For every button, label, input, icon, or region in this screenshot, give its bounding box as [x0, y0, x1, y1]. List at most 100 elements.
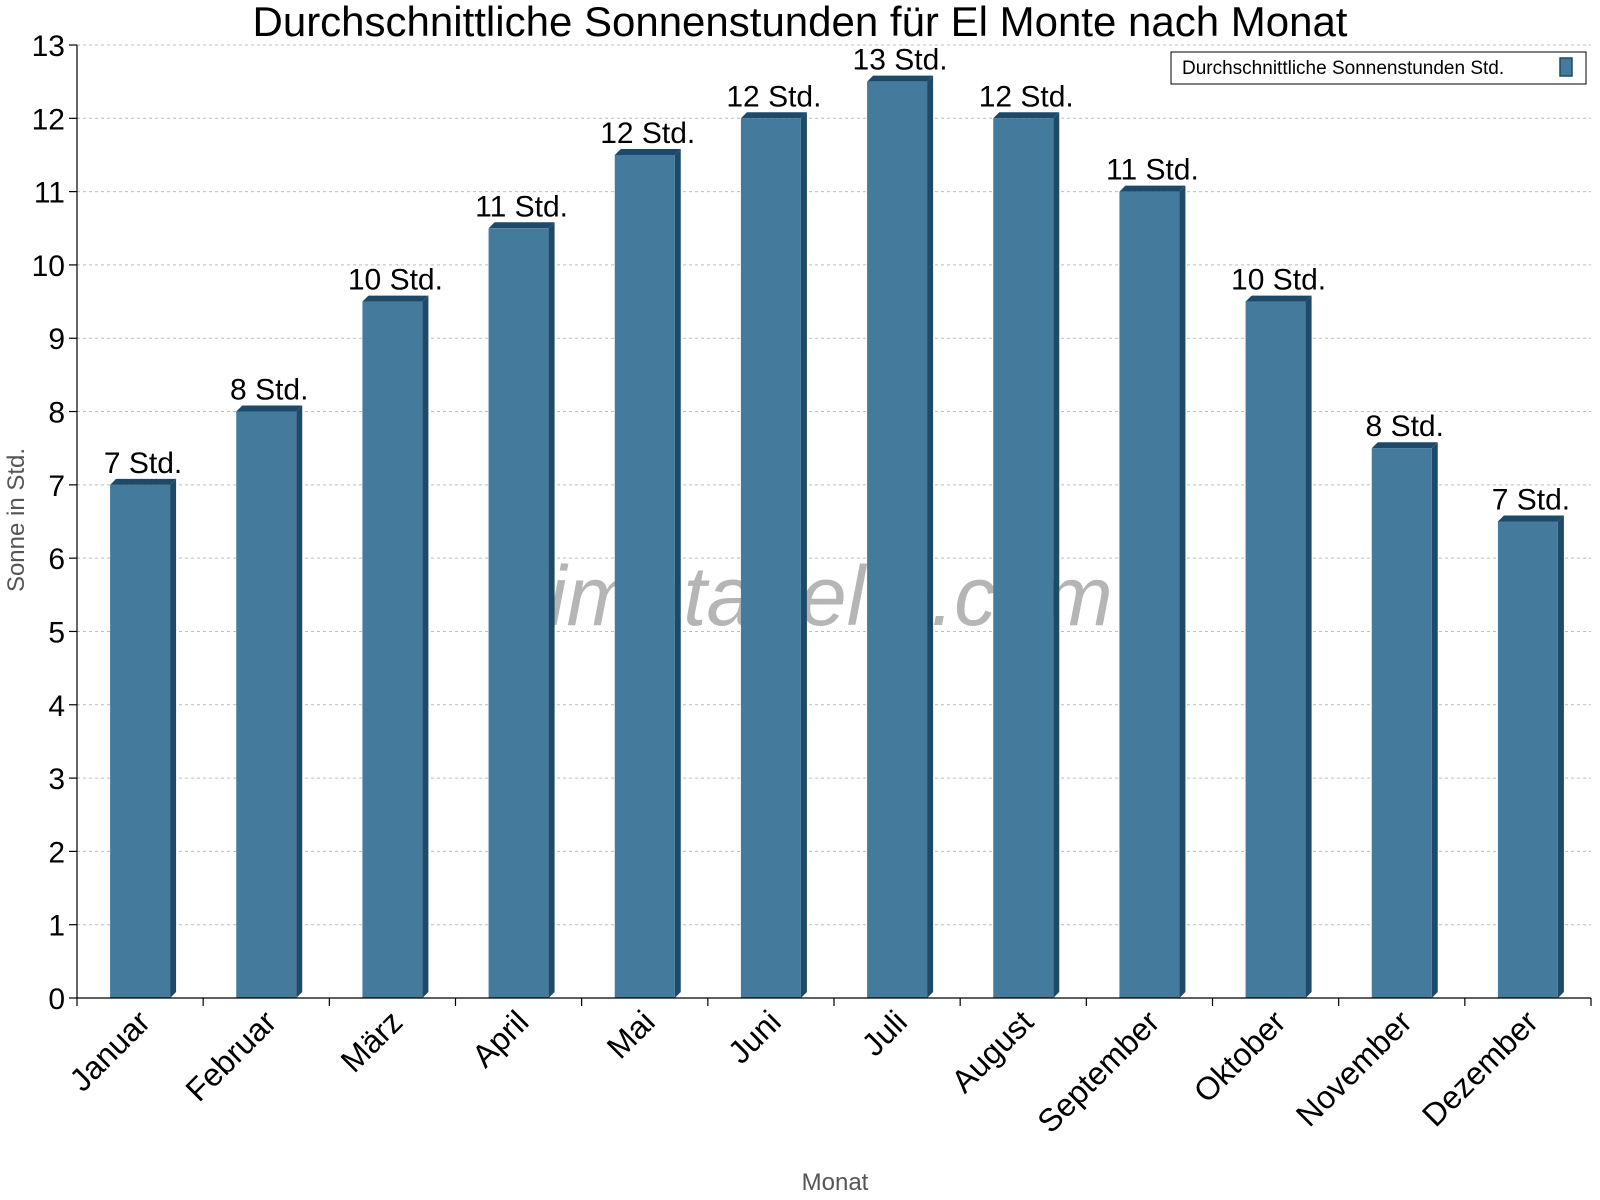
bar-5 — [614, 148, 681, 998]
bar-face — [1245, 301, 1306, 999]
data-label: 12 Std. — [726, 80, 821, 113]
bar-top — [740, 112, 807, 119]
bar-side — [1053, 112, 1060, 999]
y-tick-label: 2 — [48, 836, 65, 869]
y-tick-label: 1 — [48, 910, 65, 943]
bar-top — [993, 112, 1060, 119]
bar-2 — [236, 405, 303, 998]
bar-face — [236, 411, 297, 998]
bar-side — [800, 112, 807, 999]
data-label: 8 Std. — [1366, 410, 1444, 443]
bar-face — [1119, 191, 1180, 999]
x-category-label: Februar — [179, 1003, 284, 1108]
x-category-label: Dezember — [1415, 1003, 1545, 1133]
axes — [69, 44, 1592, 1006]
y-tick-label: 3 — [48, 763, 65, 796]
bar-face — [488, 228, 549, 998]
data-label: 7 Std. — [104, 447, 182, 480]
x-category-label: Oktober — [1187, 1003, 1293, 1109]
bar-top — [867, 75, 934, 82]
chart-title: Durchschnittliche Sonnenstunden für El M… — [253, 0, 1348, 45]
data-label: 8 Std. — [230, 374, 308, 407]
bar-9 — [1119, 185, 1186, 999]
y-tick-label: 12 — [32, 103, 65, 136]
x-category-label: August — [944, 1003, 1040, 1099]
legend-label: Durchschnittliche Sonnenstunden Std. — [1182, 58, 1504, 79]
y-tick-label: 0 — [48, 983, 65, 1016]
bar-6 — [740, 112, 807, 999]
x-category-label: Juli — [855, 1003, 914, 1062]
bar-3 — [362, 295, 429, 999]
bar-side — [548, 222, 555, 998]
bar-side — [927, 75, 934, 998]
bar-side — [674, 148, 681, 998]
bar-side — [1179, 185, 1186, 999]
bar-face — [614, 154, 675, 998]
x-axis-title: Monat — [802, 1169, 869, 1196]
bar-1 — [110, 478, 177, 998]
bar-top — [362, 295, 429, 302]
bar-face — [362, 301, 423, 999]
bar-face — [740, 118, 801, 999]
bar-side — [1557, 515, 1564, 998]
y-tick-label: 4 — [48, 690, 65, 723]
bar-top — [110, 478, 177, 485]
y-axis-title: Sonne in Std. — [3, 448, 30, 592]
bar-top — [1371, 442, 1438, 449]
bar-side — [1431, 442, 1438, 998]
y-tick-label: 5 — [48, 616, 65, 649]
y-tick-label: 11 — [34, 177, 65, 210]
bar-top — [1245, 295, 1312, 302]
bar-10 — [1245, 295, 1312, 999]
data-label: 13 Std. — [853, 44, 948, 77]
bar-face — [1371, 448, 1432, 998]
bar-top — [1497, 515, 1564, 522]
bar-side — [1305, 295, 1312, 999]
legend: Durchschnittliche Sonnenstunden Std. — [1170, 51, 1587, 85]
y-tick-label: 6 — [48, 543, 65, 576]
legend-swatch — [1559, 57, 1573, 77]
x-category-label: Januar — [62, 1003, 157, 1098]
x-category-label: März — [334, 1003, 410, 1079]
x-category-label: Mai — [600, 1003, 662, 1065]
bar-face — [1497, 521, 1558, 998]
bar-top — [488, 222, 555, 229]
x-category-labels: Januar Februar März April Mai Juni Juli AugustS… — [62, 1003, 1545, 1139]
data-label: 11 Std. — [1106, 154, 1199, 187]
y-tick-label: 8 — [48, 397, 65, 430]
y-tick-label: 9 — [48, 323, 65, 356]
legend-box — [1170, 51, 1587, 85]
bar-11 — [1371, 442, 1438, 998]
x-category-label: Juni — [721, 1003, 788, 1070]
data-labels: 7 Std. 8 Std. 10 Std. 11 Std. 12 Std. 12 Std.… — [104, 44, 1570, 517]
data-label: 10 Std. — [1231, 264, 1326, 297]
data-label: 12 Std. — [979, 80, 1074, 113]
data-label: 11 Std. — [475, 190, 568, 223]
bars — [110, 75, 1564, 999]
grid-lines — [77, 44, 1591, 926]
bar-4 — [488, 222, 555, 998]
bar-face — [993, 118, 1054, 999]
y-tick-label: 10 — [32, 250, 65, 283]
bar-top — [614, 148, 681, 155]
x-category-label: November — [1289, 1003, 1419, 1133]
bar-side — [170, 478, 177, 998]
bar-8 — [993, 112, 1060, 999]
bar-side — [422, 295, 429, 999]
bar-face — [110, 484, 171, 998]
data-label: 12 Std. — [600, 117, 695, 150]
y-tick-label: 7 — [48, 470, 65, 503]
x-category-label: September — [1030, 1003, 1166, 1139]
x-category-label: April — [465, 1003, 536, 1074]
bar-7 — [867, 75, 934, 998]
y-tick-label: 13 — [32, 30, 65, 63]
data-label: 7 Std. — [1492, 484, 1570, 517]
bar-top — [1119, 185, 1186, 192]
data-label: 10 Std. — [348, 264, 443, 297]
bar-side — [296, 405, 303, 998]
bar-top — [236, 405, 303, 412]
bar-12 — [1497, 515, 1564, 998]
bar-face — [867, 81, 928, 998]
